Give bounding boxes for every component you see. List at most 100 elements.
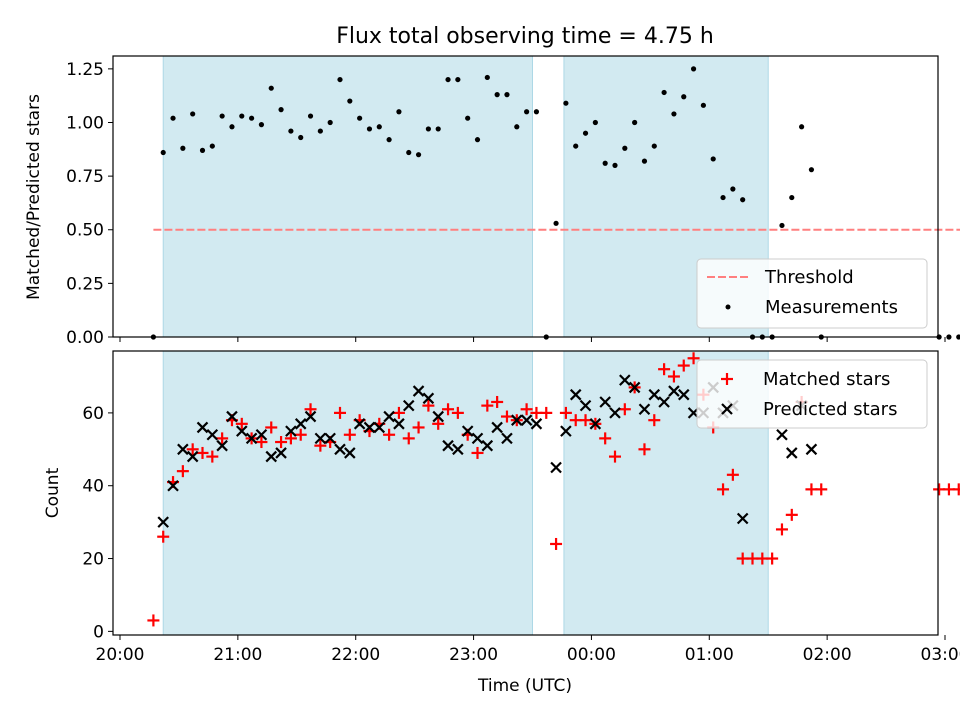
predicted-star-point — [186, 450, 199, 463]
measurement-point — [553, 220, 559, 226]
matched-star-point — [667, 370, 680, 383]
predicted-star-point — [677, 388, 690, 401]
predicted-star-x-b — [324, 432, 336, 445]
predicted-star-x-b — [334, 443, 346, 456]
predicted-star-x-b — [736, 512, 749, 525]
x-tick-label: 02:00 — [803, 645, 852, 665]
measurement-point — [681, 94, 687, 100]
measurement-point — [180, 145, 186, 151]
predicted-star-x-b — [677, 388, 690, 401]
measurements-legend-label: Measurements — [765, 297, 898, 318]
y-tick-label: 1.00 — [66, 113, 104, 133]
matched-star-point — [442, 403, 455, 416]
predicted-star-point — [481, 439, 494, 452]
matched-star-point — [599, 432, 612, 445]
ratio-y-ticks: 0.00 0.25 0.50 0.75 1.00 1.25 — [66, 60, 113, 348]
measurement-point — [278, 107, 284, 113]
y-tick-label: 0.25 — [66, 274, 104, 294]
predicted-star-x-b — [668, 385, 680, 397]
measurement-point — [239, 113, 245, 119]
measurement-point — [249, 115, 255, 121]
measurement-point — [779, 222, 785, 229]
predicted-star-point — [550, 461, 562, 474]
predicted-star-point — [520, 414, 533, 426]
measurement-point — [288, 128, 294, 134]
predicted-star-point — [599, 396, 611, 408]
ratio-legend-box — [696, 258, 928, 329]
predicted-star-point — [619, 374, 631, 386]
count-y-axis-label: Count — [43, 467, 63, 518]
measurement-point — [504, 92, 510, 98]
measurement-point — [661, 89, 667, 96]
predicted-star-x-b — [304, 410, 317, 423]
predicted-star-x-b — [481, 439, 494, 452]
predicted-star-x-b — [383, 410, 395, 423]
matched-star-point — [491, 395, 504, 408]
measurement-point — [298, 134, 304, 141]
measurement-point — [229, 124, 235, 130]
predicted-star-point — [196, 421, 209, 434]
predicted-star-x-b — [569, 388, 582, 401]
x-tick-label: 22:00 — [331, 645, 380, 665]
matched-star-point — [677, 359, 690, 372]
ratio-legend: Threshold Measurements — [696, 258, 928, 329]
matched-star-point — [550, 537, 563, 550]
measurement-point — [946, 334, 952, 340]
measurement-point — [465, 115, 471, 121]
measurement-point — [209, 143, 215, 149]
predicted-star-point — [206, 428, 219, 441]
count-legend-box — [696, 359, 928, 429]
predicted-star-point — [786, 447, 798, 459]
predicted-star-point — [609, 407, 621, 419]
matched-star-point — [579, 414, 592, 427]
matched-star-point — [334, 406, 346, 419]
measurement-point — [573, 143, 579, 149]
predicted-star-x-b — [177, 443, 189, 456]
predicted-star-point — [226, 410, 238, 423]
measurement-point — [808, 167, 815, 173]
matched-star-point — [785, 508, 798, 521]
predicted-star-x-b — [579, 399, 592, 412]
x-tick-label: 00:00 — [567, 645, 616, 665]
measurement-point — [514, 124, 520, 130]
threshold-legend-label: Threshold — [764, 267, 854, 288]
measurement-point — [327, 119, 333, 126]
measurement-point — [720, 194, 726, 201]
predicted-star-point — [569, 388, 582, 401]
predicted-star-x-b — [186, 450, 199, 463]
chart-title: Flux total observing time = 4.75 h — [336, 24, 714, 49]
predicted-star-point — [511, 414, 523, 426]
predicted-star-x-b — [609, 407, 621, 419]
matched-star-point — [392, 406, 405, 419]
matched-star-point — [284, 432, 297, 445]
y-tick-label: 0.75 — [66, 167, 104, 187]
predicted-star-x-b — [196, 421, 209, 434]
predicted-star-point — [157, 516, 169, 528]
measurement-point — [484, 74, 490, 81]
predicted-star-point — [177, 443, 189, 456]
matched-star-point — [638, 443, 651, 456]
matched-star-point — [432, 417, 445, 430]
measurement-point — [376, 124, 382, 130]
predicted-star-point — [353, 418, 366, 430]
predicted-star-point — [275, 447, 287, 459]
predicted-star-x-b — [530, 418, 543, 430]
measurement-point — [396, 109, 402, 115]
measurement-point — [199, 147, 206, 153]
predicted-star-x-b — [167, 479, 179, 492]
measurement-point — [170, 115, 176, 121]
measurement-point — [651, 143, 657, 149]
x-tick-label: 21:00 — [213, 645, 262, 665]
predicted-star-x-b — [285, 425, 297, 437]
measurement-point — [219, 113, 225, 119]
matched-star-point — [540, 406, 553, 419]
predicted-star-point — [668, 385, 680, 397]
predicted-star-point — [324, 432, 336, 445]
predicted-star-x-b — [294, 418, 307, 430]
measurement-point — [524, 109, 530, 115]
measurement-point — [268, 85, 274, 91]
x-tick-label: 01:00 — [685, 645, 734, 665]
matched-star-point — [294, 428, 307, 441]
predicted-star-x-b — [776, 428, 788, 441]
matched-star-point — [314, 439, 327, 452]
